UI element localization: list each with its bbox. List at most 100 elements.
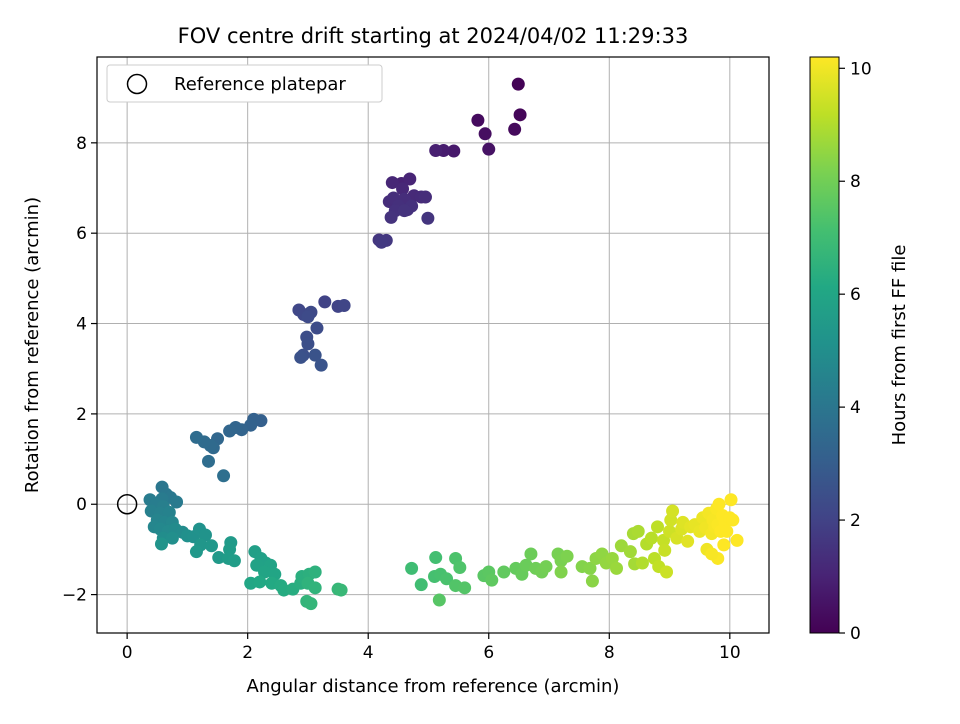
data-point <box>374 235 388 249</box>
colorbar-gradient <box>809 56 840 634</box>
data-point <box>384 210 398 224</box>
y-tick-label: 8 <box>76 134 87 154</box>
data-point <box>421 211 435 225</box>
data-point <box>418 190 432 204</box>
data-point <box>170 495 184 509</box>
data-point <box>717 538 731 552</box>
data-point <box>660 565 674 579</box>
data-point <box>396 182 410 196</box>
y-tick-label: −2 <box>62 586 87 606</box>
data-point <box>440 572 454 586</box>
data-point <box>478 127 492 141</box>
data-point <box>658 543 672 557</box>
data-point <box>334 583 348 597</box>
data-point <box>318 295 332 309</box>
data-points <box>143 77 744 611</box>
data-point <box>162 505 176 519</box>
data-point <box>583 561 597 575</box>
data-point <box>403 172 417 186</box>
colorbar-tick-label: 8 <box>850 172 861 192</box>
data-point <box>631 524 645 538</box>
data-point <box>189 430 203 444</box>
data-point <box>513 108 527 122</box>
data-point <box>258 565 272 579</box>
data-point <box>482 142 496 156</box>
data-point <box>198 528 212 542</box>
y-axis-label: Rotation from reference (arcmin) <box>22 197 43 493</box>
data-point <box>524 547 538 561</box>
x-axis-ticks: 0 2 4 6 8 10 <box>122 633 741 663</box>
grid <box>97 57 769 633</box>
legend: Reference platepar <box>106 64 383 103</box>
y-tick-label: 4 <box>76 315 87 335</box>
x-axis-label: Angular distance from reference (arcmin) <box>247 676 620 697</box>
data-point <box>666 504 680 518</box>
data-point <box>447 144 461 158</box>
data-point <box>301 310 315 324</box>
data-point <box>429 551 443 565</box>
data-point <box>681 534 695 548</box>
chart-title: FOV centre drift starting at 2024/04/02 … <box>178 24 689 48</box>
data-point <box>405 561 419 575</box>
data-point <box>497 565 511 579</box>
data-point <box>308 348 322 362</box>
y-tick-label: 2 <box>76 405 87 425</box>
data-point <box>205 539 219 553</box>
data-point <box>724 493 738 507</box>
reference-point-marker <box>116 493 138 515</box>
data-point <box>310 321 324 335</box>
x-tick-label: 8 <box>604 643 615 663</box>
data-point <box>223 424 237 438</box>
data-point <box>189 545 203 559</box>
x-tick-label: 10 <box>719 643 741 663</box>
data-point <box>201 454 215 468</box>
data-point <box>212 551 226 565</box>
data-point <box>308 565 322 579</box>
data-point <box>705 547 719 561</box>
colorbar: 0 2 4 6 8 10 Hours from first FF file <box>809 56 910 644</box>
data-point <box>458 581 472 595</box>
data-point <box>301 337 315 351</box>
colorbar-tick-label: 0 <box>850 624 861 644</box>
data-point <box>560 549 574 563</box>
data-point <box>712 497 726 511</box>
legend-box <box>106 64 383 103</box>
data-point <box>414 578 428 592</box>
data-point <box>165 531 179 545</box>
plot-frame <box>96 56 770 634</box>
data-point <box>227 554 241 568</box>
data-point <box>308 581 322 595</box>
data-point <box>154 537 168 551</box>
data-point <box>605 551 619 565</box>
y-tick-label: 6 <box>76 224 87 244</box>
data-point <box>635 556 649 570</box>
legend-marker-icon <box>126 73 148 95</box>
data-point <box>304 597 318 611</box>
colorbar-label: Hours from first FF file <box>889 245 910 446</box>
colorbar-tick-label: 6 <box>850 285 861 305</box>
data-point <box>432 593 446 607</box>
data-point <box>294 350 308 364</box>
x-tick-label: 0 <box>122 643 133 663</box>
data-point <box>585 574 599 588</box>
x-tick-label: 2 <box>242 643 253 663</box>
data-point <box>644 531 658 545</box>
data-point <box>397 204 411 218</box>
data-point <box>485 573 499 587</box>
data-point <box>508 122 522 136</box>
colorbar-tick-label: 2 <box>850 511 861 531</box>
data-point <box>726 513 740 527</box>
data-point <box>511 77 525 91</box>
data-point <box>314 358 328 372</box>
colorbar-tick-label: 10 <box>850 59 872 79</box>
colorbar-ticks: 0 2 4 6 8 10 <box>839 59 872 644</box>
colorbar-tick-label: 4 <box>850 398 861 418</box>
y-tick-label: 0 <box>76 495 87 515</box>
data-point <box>429 144 443 158</box>
x-tick-label: 6 <box>483 643 494 663</box>
x-tick-label: 4 <box>363 643 374 663</box>
data-point <box>610 561 624 575</box>
y-axis-ticks: −2 0 2 4 6 8 <box>62 134 97 606</box>
